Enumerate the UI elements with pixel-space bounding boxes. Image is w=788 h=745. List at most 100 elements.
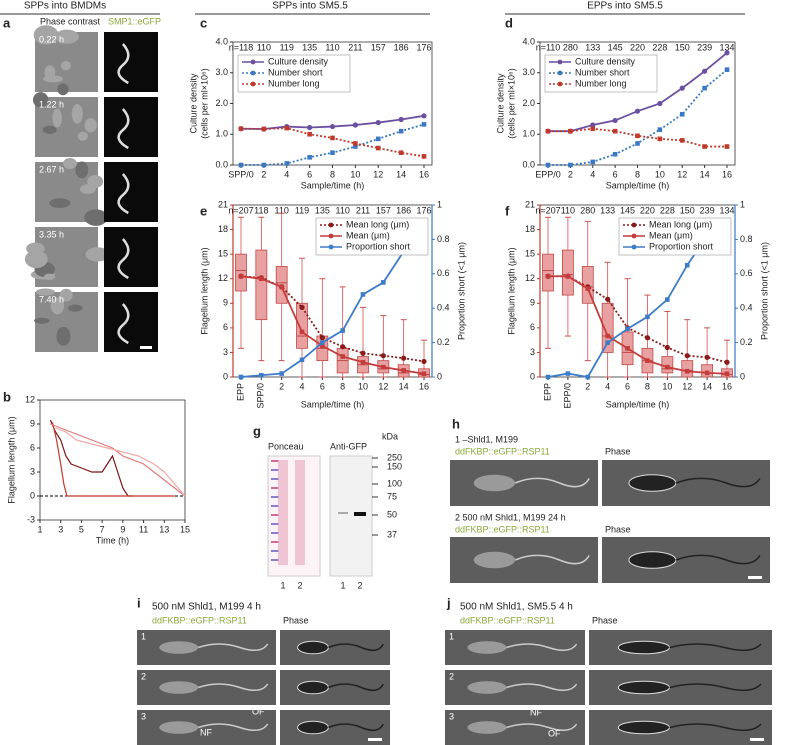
point <box>238 126 244 132</box>
label: kDa <box>382 431 398 441</box>
x-tick-label: EPP <box>542 383 552 401</box>
y-tick-label: 1.0 <box>522 129 535 139</box>
y-tick-label: 12 <box>25 394 35 404</box>
legend-marker <box>328 222 334 228</box>
flagellum <box>675 477 761 488</box>
legend-label: Mean long (μm) <box>346 219 409 229</box>
n-label: 211 <box>348 42 362 52</box>
x-tick-label: 13 <box>159 524 169 534</box>
n-label: 134 <box>719 205 734 215</box>
micrograph <box>137 670 276 705</box>
x-tick-label: 14 <box>396 169 406 179</box>
ladder-band <box>271 532 279 534</box>
point <box>724 50 730 56</box>
point <box>398 150 404 155</box>
point <box>684 353 690 359</box>
micrograph <box>450 460 598 506</box>
legend-label: Culture density <box>268 56 329 66</box>
texture <box>49 198 71 209</box>
y-tick-label: 2.0 <box>522 98 535 108</box>
y-axis-label: Culture density <box>495 73 505 134</box>
scale-bar <box>140 346 152 349</box>
flagellum <box>669 723 762 732</box>
ladder-band <box>271 487 279 489</box>
label: 75 <box>387 491 397 501</box>
point <box>665 364 670 370</box>
texture <box>84 118 97 133</box>
point <box>657 127 663 132</box>
point <box>360 292 366 297</box>
y-tick-label: 0.0 <box>522 159 535 169</box>
flagellum <box>506 683 578 692</box>
y2-tick-label: 0.4 <box>740 303 753 313</box>
x-tick-label: 6 <box>307 169 312 179</box>
y-tick-label: 3.0 <box>215 67 228 77</box>
point <box>724 359 730 365</box>
x-tick-label: 6 <box>625 381 630 391</box>
y2-tick-label: 0.8 <box>740 234 753 244</box>
flagellum <box>117 303 130 345</box>
flagellum <box>117 173 130 215</box>
point <box>634 108 641 114</box>
n-label: 110 <box>257 42 271 52</box>
point <box>605 340 610 345</box>
point <box>307 124 313 131</box>
ladder-band <box>271 550 279 552</box>
texture <box>85 247 110 262</box>
texture <box>35 288 55 296</box>
n-label: 110 <box>561 205 575 215</box>
x-tick-label: 7 <box>100 524 105 534</box>
ladder-band <box>271 460 279 462</box>
point <box>421 122 427 127</box>
y-tick-label: 0 <box>223 371 228 381</box>
y-tick-label: -3 <box>27 514 35 524</box>
n-label: 110 <box>325 42 339 52</box>
scale-bar <box>750 738 764 741</box>
micrograph <box>137 630 276 665</box>
n-label: 280 <box>563 42 578 52</box>
label: Phase <box>283 615 309 625</box>
series-line <box>241 123 425 166</box>
cell <box>617 680 671 695</box>
series-line <box>49 419 134 497</box>
micrograph <box>445 670 585 705</box>
label: 1 <box>449 631 454 641</box>
ladder-band <box>271 496 279 498</box>
legend-label: Number short <box>268 67 323 77</box>
lane <box>278 460 288 565</box>
y-axis-label: (cells per ml×10⁶) <box>506 68 516 138</box>
point <box>679 138 685 143</box>
label: SMP1::eGFP <box>108 16 161 26</box>
micrograph <box>589 670 772 705</box>
x-axis-label: Sample/time (h) <box>301 180 365 190</box>
x-tick-label: 8 <box>635 169 640 179</box>
point <box>704 354 710 360</box>
y-tick-label: 18 <box>218 224 228 234</box>
point <box>401 355 407 361</box>
micrograph <box>104 97 158 157</box>
x-tick-label: 12 <box>682 381 692 391</box>
label: 100 <box>387 478 402 488</box>
point <box>307 131 312 137</box>
x-tick-label: 6 <box>613 169 618 179</box>
y-tick-label: 0.0 <box>215 159 228 169</box>
box <box>661 356 674 374</box>
point <box>679 111 685 117</box>
y2-tick-label: 0.4 <box>437 303 450 313</box>
series-line <box>548 275 728 375</box>
n-label: 134 <box>719 42 734 52</box>
label: e <box>200 203 207 218</box>
point <box>401 368 406 373</box>
label: OF <box>252 706 265 716</box>
cell <box>628 474 677 492</box>
point <box>625 326 630 332</box>
label: d <box>505 15 513 30</box>
label: g <box>253 423 261 438</box>
label: OF <box>548 728 561 738</box>
micrograph <box>280 670 390 705</box>
n-label: 220 <box>640 205 655 215</box>
cell <box>467 721 507 734</box>
micrograph <box>445 710 585 745</box>
y2-axis-label: Proportion short (<1 μm) <box>456 242 466 340</box>
cell <box>617 640 671 655</box>
